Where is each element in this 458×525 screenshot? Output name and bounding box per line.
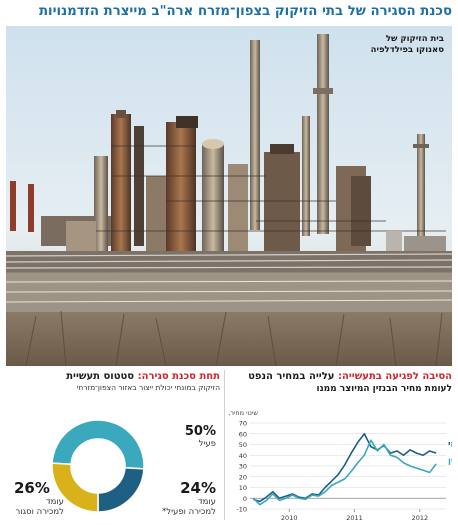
y-tick-label: 10 (239, 484, 247, 492)
segment-sale-active-label: עומד למכירה ופעיל* (162, 497, 216, 517)
series-label-gasoline: בנזין (448, 456, 452, 466)
price-panel: הסיבה לפגיעה בתעשייה: עלייה במחיר הנפט ל… (228, 370, 452, 525)
status-title-black: סטטוס תעשיית (66, 371, 138, 382)
chart-unit-label: שינוי מחיר, באחוזים (228, 409, 258, 417)
donut-slice-0 (51, 419, 145, 470)
x-tick-label: 2012 (412, 514, 429, 522)
y-tick-label: 40 (239, 452, 247, 460)
segment-sale-closed-percent: 26% (14, 479, 50, 497)
status-title: תחת סכנת סגירה: סטטוס תעשיית (6, 370, 220, 383)
photo-caption: בית הזיקוק של סאנוקו בפילדלפיה (371, 34, 444, 56)
y-tick-label: 20 (239, 473, 247, 481)
status-panel: תחת סכנת סגירה: סטטוס תעשיית הזיקוק במונ… (6, 370, 220, 525)
segment-sale-closed: 26% עומד למכירה וסגור (8, 479, 64, 518)
segment-sale-active-percent: 24% (180, 479, 216, 497)
segment-active-percent: 50% (184, 424, 216, 439)
y-tick-label: 70 (239, 420, 247, 428)
refinery-illustration (6, 26, 452, 366)
y-tick-label: 50 (239, 441, 247, 449)
panel-divider (224, 370, 225, 520)
donut-slice-2 (51, 462, 99, 513)
status-title-red: תחת סכנת סגירה: (137, 371, 220, 382)
y-tick-label: 30 (239, 463, 247, 471)
series-line-1 (252, 439, 437, 506)
price-title: הסיבה לפגיעה בתעשייה: עלייה במחיר הנפט (228, 370, 452, 383)
y-tick-label: -10 (236, 506, 247, 514)
headline: סכנת הסגירה של בתי הזיקוק בצפון־מזרח ארה… (38, 4, 452, 19)
caption-line-1: בית הזיקוק של (385, 34, 444, 44)
price-title-black: עלייה במחיר הנפט (248, 371, 338, 382)
series-label-crude: נפט גולמי (448, 440, 452, 450)
segment-active: 50% פעיל (185, 424, 216, 449)
segment-active-label: פעיל (198, 439, 216, 449)
y-tick-label: 60 (239, 430, 247, 438)
y-tick-label: 0 (243, 495, 247, 503)
donut-slice-1 (97, 466, 145, 513)
series-line-0 (253, 432, 437, 503)
price-title-red: הסיבה לפגיעה בתעשייה: (337, 371, 452, 382)
price-subtitle: לעומת מחיר הבנזין המיוצר ממנו (316, 384, 452, 394)
caption-line-2: סאנוקו בפילדלפיה (370, 45, 444, 55)
x-tick-label: 2011 (346, 514, 363, 522)
price-line-chart: שינוי מחיר, באחוזים -10 0 10 20 30 40 50 60 70 2… (228, 409, 452, 522)
status-subtitle: הזיקוק במונחי יכולת ייצור באזור הצפון־מז… (76, 383, 220, 392)
x-tick-label: 2010 (281, 514, 298, 522)
segment-sale-closed-label: עומד למכירה וסגור (15, 497, 64, 517)
refinery-photo: בית הזיקוק של סאנוקו בפילדלפיה (6, 26, 452, 366)
donut-chart (51, 419, 145, 513)
segment-sale-active: 24% עומד למכירה ופעיל* (162, 479, 216, 518)
